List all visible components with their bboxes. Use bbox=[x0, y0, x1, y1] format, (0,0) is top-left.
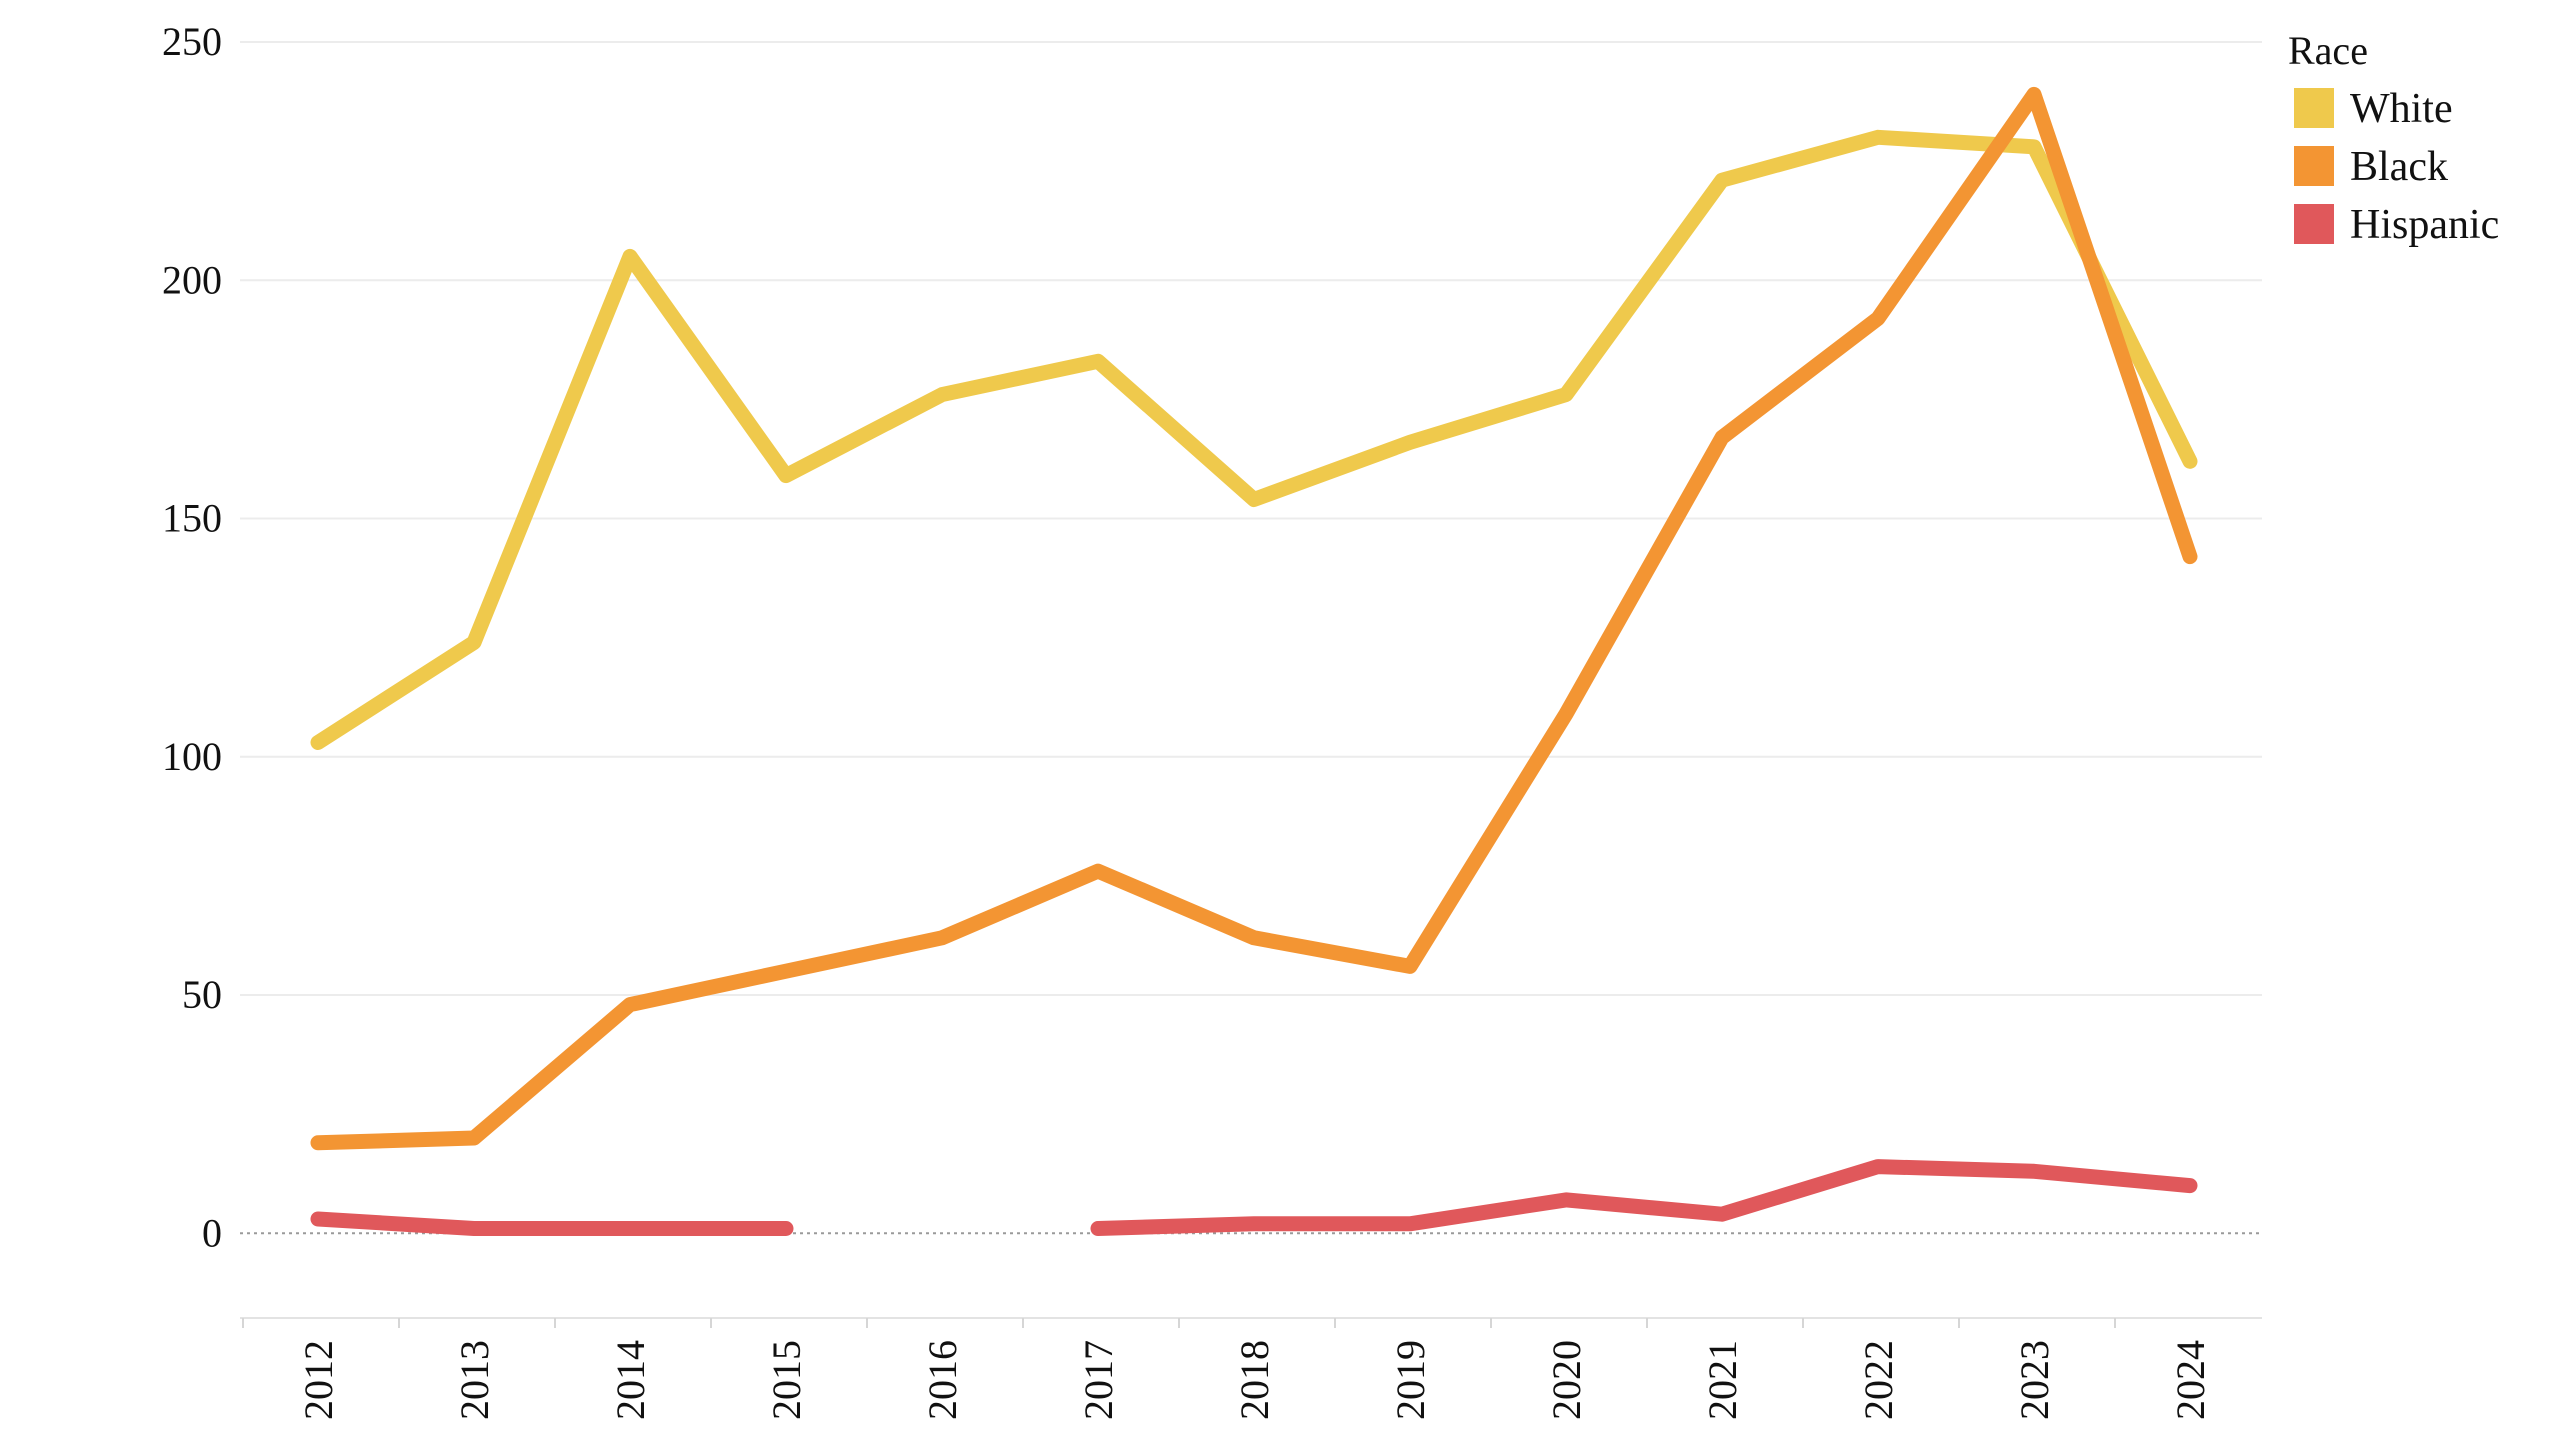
series-black bbox=[310, 86, 2198, 1151]
x-tick-label: 2023 bbox=[2012, 1340, 2057, 1420]
x-tick-label: 2013 bbox=[452, 1340, 497, 1420]
x-tick-label: 2014 bbox=[608, 1340, 653, 1420]
legend-label: Black bbox=[2350, 144, 2448, 190]
x-tick-label: 2021 bbox=[1700, 1340, 1745, 1420]
x-tick-label: 2018 bbox=[1232, 1340, 1277, 1420]
y-tick-label: 0 bbox=[202, 1210, 222, 1255]
legend-label: White bbox=[2350, 86, 2453, 132]
legend-swatch bbox=[2294, 204, 2334, 244]
y-tick-label: 250 bbox=[162, 19, 222, 64]
y-tick-label: 200 bbox=[162, 257, 222, 302]
x-tick-label: 2012 bbox=[296, 1340, 341, 1420]
series-hispanic bbox=[310, 1159, 2198, 1236]
x-tick-label: 2017 bbox=[1076, 1340, 1121, 1420]
gridlines bbox=[240, 41, 2262, 1235]
y-tick-label: 100 bbox=[162, 734, 222, 779]
series-white bbox=[310, 129, 2198, 750]
legend-swatch bbox=[2294, 146, 2334, 186]
x-tick-label: 2016 bbox=[920, 1340, 965, 1420]
x-tick-label: 2024 bbox=[2168, 1340, 2213, 1420]
legend-item: Black bbox=[2294, 144, 2448, 190]
x-tick-label: 2015 bbox=[764, 1340, 809, 1420]
legend-item: Hispanic bbox=[2294, 202, 2499, 248]
x-tick-label: 2022 bbox=[1856, 1340, 1901, 1420]
x-tick-label: 2019 bbox=[1388, 1340, 1433, 1420]
x-tick-label: 2020 bbox=[1544, 1340, 1589, 1420]
series-lines bbox=[310, 86, 2198, 1236]
legend-title: Race bbox=[2288, 28, 2368, 73]
series-line bbox=[310, 1211, 794, 1236]
legend-swatch bbox=[2294, 88, 2334, 128]
series-line bbox=[310, 86, 2198, 1151]
y-tick-label: 150 bbox=[162, 496, 222, 541]
legend: Race White Black Hispanic bbox=[2288, 28, 2499, 248]
legend-label: Hispanic bbox=[2350, 202, 2499, 248]
series-line bbox=[1090, 1159, 2198, 1236]
legend-item: White bbox=[2294, 86, 2453, 132]
series-line bbox=[310, 129, 2198, 750]
axes: 0 50 100 150 200 250 2012 2013 2014 2015 2016 2017 2… bbox=[162, 19, 2262, 1420]
y-tick-label: 50 bbox=[182, 972, 222, 1017]
